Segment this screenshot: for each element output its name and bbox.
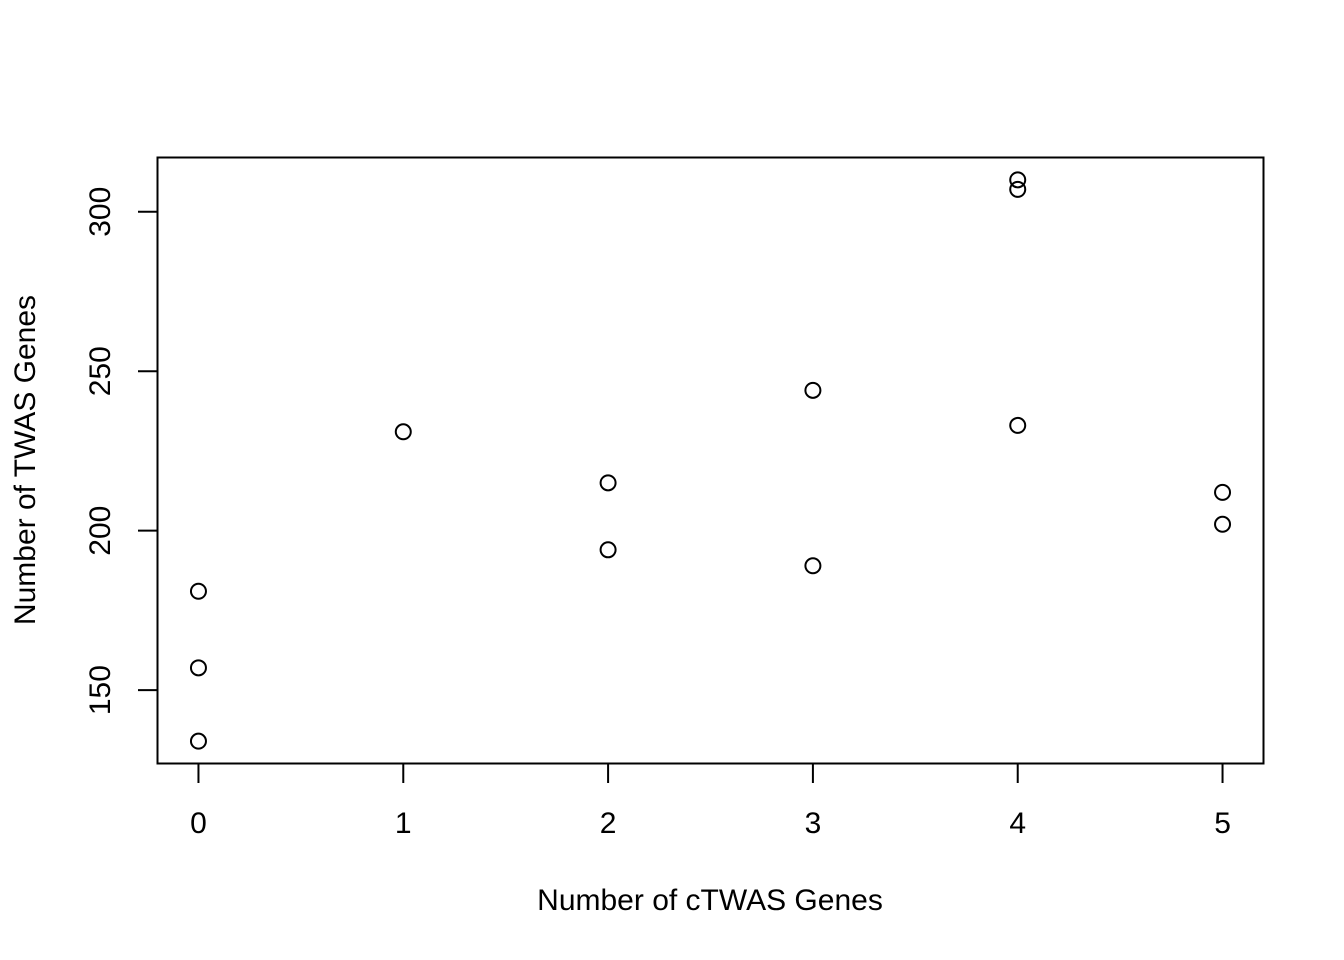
data-point xyxy=(394,423,412,441)
x-tick-label: 1 xyxy=(395,807,412,840)
x-tick-label: 3 xyxy=(805,807,822,840)
data-point xyxy=(599,541,617,559)
data-point xyxy=(1009,180,1027,198)
y-axis: 150 200 250 300 xyxy=(84,187,159,715)
y-tick-label: 200 xyxy=(84,506,117,556)
y-axis-title: Number of TWAS Genes xyxy=(9,295,42,625)
y-tick-label: 150 xyxy=(84,665,117,715)
y-tick-label: 300 xyxy=(84,187,117,237)
data-point xyxy=(1009,416,1027,434)
data-point xyxy=(189,732,207,750)
data-point xyxy=(599,474,617,492)
y-tick-label: 250 xyxy=(84,346,117,396)
data-point xyxy=(189,582,207,600)
x-tick-label: 4 xyxy=(1009,807,1026,840)
data-point xyxy=(1214,515,1232,533)
x-tick-label: 0 xyxy=(190,807,207,840)
data-point xyxy=(1009,171,1027,189)
x-tick-label: 5 xyxy=(1214,807,1231,840)
data-point xyxy=(1214,483,1232,501)
data-point xyxy=(804,381,822,399)
x-axis-title: Number of cTWAS Genes xyxy=(537,884,883,917)
x-axis: 0 1 2 3 4 5 xyxy=(190,762,1231,840)
x-tick-label: 2 xyxy=(600,807,617,840)
plot-frame xyxy=(156,156,1265,765)
data-point xyxy=(804,557,822,575)
data-points xyxy=(189,171,1232,750)
data-point xyxy=(189,659,207,677)
